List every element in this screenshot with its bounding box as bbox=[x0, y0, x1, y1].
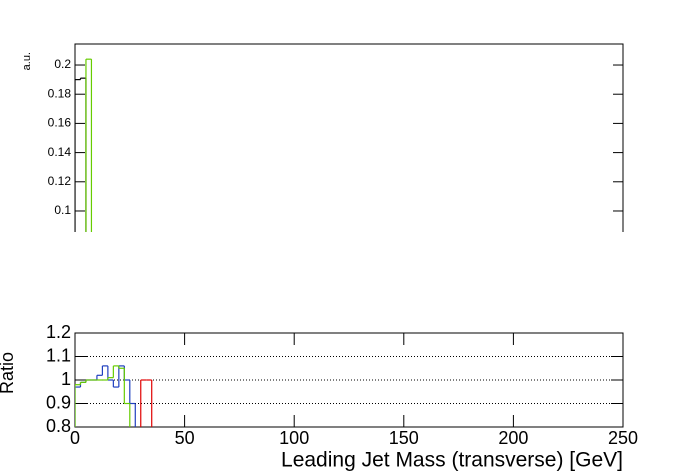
x-tick-label: 250 bbox=[608, 428, 638, 448]
y-tick-label: 0.2 bbox=[54, 57, 71, 71]
y-tick-label: 1.1 bbox=[46, 345, 71, 365]
x-tick-label: 100 bbox=[279, 428, 309, 448]
y-tick-label: 0.1 bbox=[54, 203, 71, 217]
frame bbox=[74, 43, 624, 232]
x-tick-label: 150 bbox=[389, 428, 419, 448]
y-tick-label: 0.16 bbox=[48, 116, 72, 130]
y-axis-label: a.u. bbox=[21, 52, 33, 70]
x-axis-label: Leading Jet Mass (transverse) [GeV] bbox=[281, 449, 623, 472]
x-tick-label: 200 bbox=[498, 428, 528, 448]
y-tick-label: 1.2 bbox=[46, 322, 71, 342]
y-tick-label: 0.14 bbox=[48, 145, 72, 159]
y-tick-label: 0.18 bbox=[48, 86, 72, 100]
y-tick-label: 0.9 bbox=[46, 392, 71, 412]
y-axis-label: Ratio bbox=[0, 352, 17, 394]
x-tick-label: 0 bbox=[70, 428, 80, 448]
plot-area bbox=[75, 365, 153, 427]
y-tick-label: 1 bbox=[61, 369, 71, 389]
y-tick-label: 0.8 bbox=[46, 416, 71, 436]
plot-area bbox=[75, 58, 93, 232]
y-tick-label: 0.12 bbox=[48, 174, 72, 188]
x-tick-label: 50 bbox=[175, 428, 195, 448]
